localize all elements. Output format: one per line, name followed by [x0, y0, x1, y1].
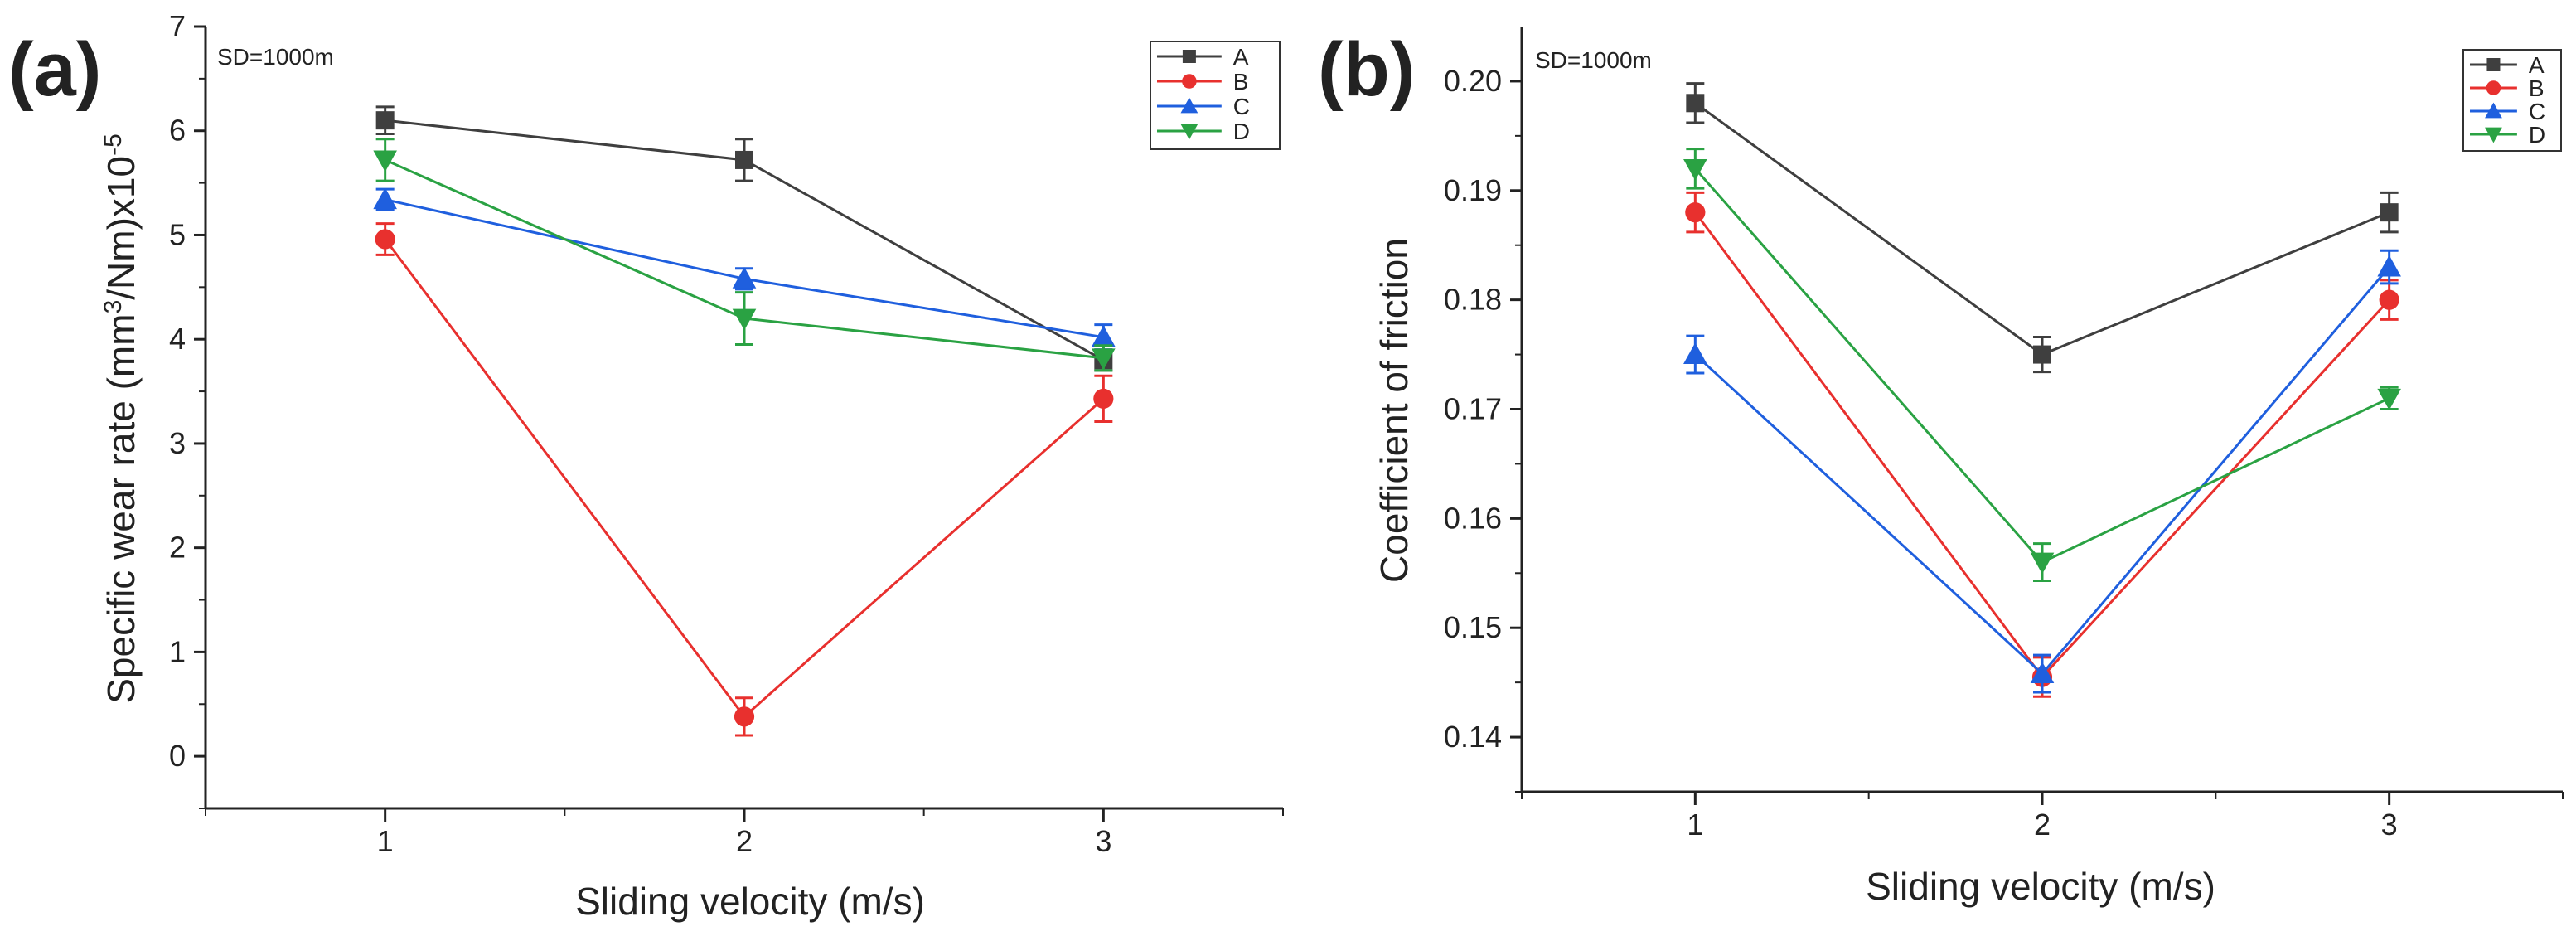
panel-b-data-point-d — [1683, 158, 1707, 181]
panel-a-series-c — [373, 187, 1116, 352]
panel-a-series-b — [375, 222, 1114, 737]
panel-a-data-point-b — [734, 706, 755, 727]
panel-a-y-axis-title: Specific wear rate (mm3/Nm)x10-5 — [99, 133, 143, 704]
panel-a-y-tick-label: 6 — [169, 114, 186, 148]
panel-b-x-axis-title: Sliding velocity (m/s) — [1866, 865, 2215, 908]
panel-b-legend-label-a: A — [2529, 52, 2545, 78]
panel-b-data-point-b — [1685, 202, 1706, 223]
panel-b-legend-marker-b — [2486, 80, 2501, 95]
panel-b-data-point-b — [2379, 289, 2399, 310]
panel-b-y-tick-label: 0.15 — [1444, 610, 1502, 644]
panel-b-data-point-c — [2030, 662, 2055, 684]
panel-a-legend-label-a: A — [1233, 44, 1249, 70]
panel-a-legend-marker-b — [1182, 74, 1197, 89]
panel-a-legend-label-c: C — [1233, 94, 1250, 119]
panel-a-legend-marker-c — [1180, 97, 1198, 114]
panel-b-series-line-a — [1694, 102, 2390, 357]
panel-a-legend-marker-d — [1180, 124, 1198, 140]
panel-a-y-tick-label: 1 — [169, 634, 186, 668]
panel-b-y-tick-label: 0.18 — [1444, 283, 1502, 317]
panel-a-data-point-a — [735, 150, 753, 169]
panel-a-data-point-d — [732, 308, 757, 331]
panel-b-legend-marker-d — [2485, 127, 2502, 143]
panel-a-x-tick-label: 3 — [1095, 824, 1111, 858]
panel-a-data-point-c — [373, 187, 397, 210]
panel-a-legend-label-b: B — [1233, 69, 1249, 95]
panel-a-data-point-c — [732, 266, 757, 289]
panel-b-annotation: SD=1000m — [1535, 47, 1652, 73]
panel-a-data-point-b — [1093, 388, 1114, 409]
panel-a-legend-marker-a — [1182, 50, 1196, 63]
panel-b-series-c — [1683, 249, 2401, 694]
panel-b-friction-chart: (b) SD=1000m Sliding velocity (m/s) Coef… — [1318, 27, 2564, 908]
panel-b-legend-label-b: B — [2529, 75, 2545, 101]
panel-b-legend-label-c: C — [2529, 99, 2545, 124]
panel-b-legend-marker-c — [2485, 102, 2502, 119]
panel-a-series-d — [373, 138, 1116, 372]
panel-b-x-tick-label: 1 — [1687, 808, 1703, 842]
panel-b-x-tick-label: 3 — [2381, 808, 2398, 842]
panel-b-series-a — [1686, 82, 2399, 374]
panel-b-data-point-a — [2033, 345, 2051, 364]
panel-a-y-tick-label: 2 — [169, 531, 186, 565]
panel-b-data-point-c — [1683, 342, 1707, 365]
panel-b-y-axis-title: Coefficient of friction — [1373, 238, 1416, 583]
panel-b-y-tick-label: 0.20 — [1444, 64, 1502, 98]
panel-b-legend-marker-a — [2486, 58, 2501, 71]
panel-a-x-tick-label: 1 — [377, 824, 394, 858]
panel-b-series-d — [1683, 148, 2401, 583]
panel-b-series-line-c — [1694, 266, 2390, 676]
panel-b-label: (b) — [1318, 27, 1415, 112]
panel-a-x-tick-label: 2 — [736, 824, 753, 858]
panel-a-y-tick-label: 3 — [169, 426, 186, 460]
panel-a-annotation: SD=1000m — [217, 44, 334, 70]
panel-a-y-tick-label: 5 — [169, 217, 186, 251]
panel-a-label: (a) — [8, 27, 101, 112]
panel-b-data-point-a — [2380, 203, 2399, 222]
panel-b-y-tick-label: 0.14 — [1444, 720, 1502, 754]
panel-a-data-point-d — [373, 150, 397, 172]
panel-b-y-tick-label: 0.17 — [1444, 392, 1502, 426]
panel-a-wear-rate-chart: (a) SD=1000m Sliding velocity (m/s) Spec… — [8, 9, 1284, 923]
panel-b-y-tick-label: 0.16 — [1444, 501, 1502, 535]
panel-b-legend-label-d: D — [2529, 122, 2545, 148]
panel-a-data-point-a — [375, 111, 395, 130]
panel-a-data-point-b — [375, 229, 395, 250]
panel-a-y-tick-label: 4 — [169, 322, 186, 356]
panel-a-data-point-c — [1092, 325, 1116, 347]
panel-a-y-tick-label: 0 — [169, 739, 186, 773]
panel-a-data-point-d — [1092, 348, 1116, 371]
panel-a-x-axis-title: Sliding velocity (m/s) — [575, 880, 925, 923]
panel-b-series-line-b — [1694, 211, 2390, 679]
panel-b-data-point-d — [2030, 552, 2055, 575]
panel-a-y-tick-label: 7 — [169, 9, 186, 43]
panel-b-data-point-d — [2377, 388, 2401, 410]
panel-b-x-tick-label: 2 — [2034, 808, 2051, 842]
panel-b-y-tick-label: 0.19 — [1444, 173, 1502, 207]
panel-b-data-point-c — [2377, 255, 2401, 277]
panel-b-data-point-a — [1686, 94, 1705, 113]
panel-a-legend-label-d: D — [1233, 119, 1250, 144]
